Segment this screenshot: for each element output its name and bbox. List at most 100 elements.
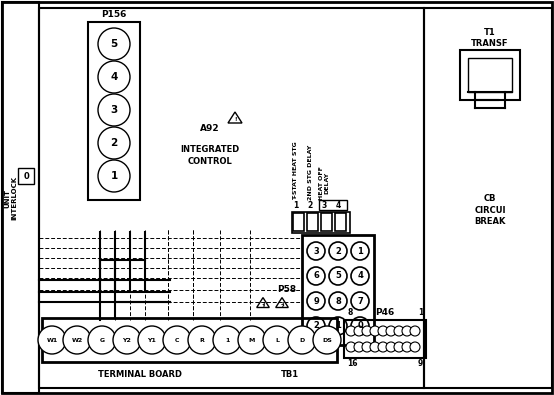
Text: 9: 9: [313, 297, 319, 305]
Circle shape: [188, 326, 216, 354]
Text: 9: 9: [418, 359, 423, 368]
Bar: [344, 320, 426, 358]
Bar: [292, 212, 350, 233]
Text: 1: 1: [261, 303, 265, 308]
Text: 4: 4: [335, 201, 341, 209]
Circle shape: [370, 326, 380, 336]
Circle shape: [98, 28, 130, 60]
Circle shape: [263, 326, 291, 354]
Text: 16: 16: [347, 359, 357, 368]
Bar: [460, 50, 520, 100]
Text: 4: 4: [357, 271, 363, 280]
Bar: [302, 235, 374, 345]
Text: 1: 1: [418, 308, 423, 317]
Text: 1: 1: [357, 246, 363, 256]
Circle shape: [402, 342, 412, 352]
Bar: [424, 8, 552, 388]
Text: P46: P46: [376, 308, 394, 317]
Text: 5: 5: [335, 271, 341, 280]
Text: TB1: TB1: [280, 370, 299, 379]
Circle shape: [394, 342, 404, 352]
Bar: [307, 213, 318, 231]
Text: 1: 1: [110, 171, 117, 181]
Text: P58: P58: [278, 286, 296, 295]
Circle shape: [351, 242, 369, 260]
Circle shape: [329, 317, 347, 335]
Text: Y1: Y1: [147, 337, 156, 342]
Circle shape: [386, 326, 396, 336]
Text: 2: 2: [110, 138, 117, 148]
Text: 3: 3: [110, 105, 117, 115]
Text: D: D: [299, 337, 305, 342]
Text: 4: 4: [110, 72, 117, 82]
Text: Y2: Y2: [122, 337, 131, 342]
Circle shape: [288, 326, 316, 354]
Circle shape: [238, 326, 266, 354]
Circle shape: [346, 342, 356, 352]
Text: UNIT
INTERLOCK: UNIT INTERLOCK: [4, 176, 18, 220]
Text: T-STAT HEAT STG: T-STAT HEAT STG: [294, 141, 299, 200]
Text: 3: 3: [313, 246, 319, 256]
Circle shape: [98, 94, 130, 126]
Bar: [18, 168, 34, 184]
Circle shape: [362, 326, 372, 336]
Text: T1
TRANSF: T1 TRANSF: [471, 28, 509, 48]
Circle shape: [63, 326, 91, 354]
Text: INTEGRATED
CONTROL: INTEGRATED CONTROL: [181, 145, 240, 166]
Circle shape: [386, 342, 396, 352]
Circle shape: [113, 326, 141, 354]
Bar: [42, 318, 337, 362]
Bar: [335, 213, 346, 231]
Text: 8: 8: [347, 308, 352, 317]
Text: 2: 2: [280, 303, 284, 308]
Text: 6: 6: [313, 271, 319, 280]
Text: DS: DS: [322, 337, 332, 342]
Text: !: !: [261, 301, 264, 307]
Circle shape: [307, 317, 325, 335]
Circle shape: [329, 267, 347, 285]
Text: 1: 1: [335, 322, 341, 331]
Circle shape: [329, 292, 347, 310]
Bar: [319, 200, 347, 210]
Text: 5: 5: [110, 39, 117, 49]
Circle shape: [88, 326, 116, 354]
Text: R: R: [199, 337, 204, 342]
Circle shape: [98, 61, 130, 93]
Circle shape: [410, 342, 420, 352]
Circle shape: [138, 326, 166, 354]
Text: 2ND STG DELAY: 2ND STG DELAY: [307, 145, 312, 200]
Circle shape: [351, 292, 369, 310]
Circle shape: [351, 267, 369, 285]
Text: !: !: [281, 301, 283, 307]
Text: 1: 1: [225, 337, 229, 342]
Circle shape: [313, 326, 341, 354]
Text: TERMINAL BOARD: TERMINAL BOARD: [98, 370, 182, 379]
Text: 7: 7: [357, 297, 363, 305]
Circle shape: [354, 342, 364, 352]
Circle shape: [346, 326, 356, 336]
Text: 2: 2: [335, 246, 341, 256]
Text: 1: 1: [294, 201, 299, 209]
Circle shape: [307, 267, 325, 285]
Text: W1: W1: [47, 337, 58, 342]
Circle shape: [378, 342, 388, 352]
Circle shape: [307, 242, 325, 260]
Circle shape: [394, 326, 404, 336]
Bar: [39, 8, 424, 388]
Circle shape: [38, 326, 66, 354]
Text: A92: A92: [200, 124, 220, 132]
Text: W2: W2: [71, 337, 83, 342]
Text: P156: P156: [101, 10, 127, 19]
Text: 0: 0: [23, 171, 29, 181]
Circle shape: [378, 326, 388, 336]
Text: !: !: [234, 117, 236, 122]
Circle shape: [362, 342, 372, 352]
Circle shape: [351, 317, 369, 335]
Text: 2: 2: [307, 201, 312, 209]
Circle shape: [213, 326, 241, 354]
Circle shape: [410, 326, 420, 336]
Text: CB
CIRCUI
BREAK: CB CIRCUI BREAK: [474, 194, 506, 226]
Circle shape: [98, 160, 130, 192]
Text: 0: 0: [357, 322, 363, 331]
Text: 2: 2: [313, 322, 319, 331]
